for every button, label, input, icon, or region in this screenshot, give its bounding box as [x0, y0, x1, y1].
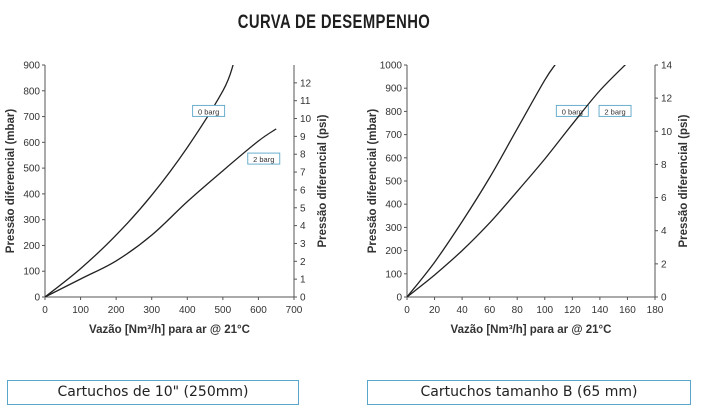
chart1-y-tick-label-right: 12: [300, 78, 312, 89]
chart1-y-tick-label-right: 11: [300, 96, 311, 107]
chart1-y-tick-label-left: 900: [23, 61, 40, 72]
chart2-y-tick-label-left: 700: [385, 130, 402, 141]
chart2-y-tick-label-left: 1000: [380, 61, 403, 72]
chart2-x-tick-label: 160: [619, 305, 636, 316]
chart2-series-line-2-barg: [407, 65, 627, 297]
chart1-y-tick-label-right: 3: [300, 239, 306, 250]
chart1-y-tick-label-left: 600: [23, 138, 40, 149]
chart2-x-tick-label: 140: [592, 305, 609, 316]
chart2-x-tick-label: 40: [457, 305, 469, 316]
chart2-y-tick-label-right: 12: [661, 94, 673, 105]
chart1-y-tick-label-right: 4: [300, 221, 306, 232]
chart2-series-label-0-barg: 0 barg: [562, 107, 583, 116]
chart1-x-tick-label: 300: [143, 305, 160, 316]
chart2-y-tick-label-left: 500: [385, 177, 402, 188]
chart2-x-tick-label: 20: [429, 305, 441, 316]
chart1-y-tick-label-right: 9: [300, 132, 306, 143]
chart2-y-tick-label-left: 800: [385, 107, 402, 118]
chart2-y-tick-label-right: 6: [661, 193, 667, 204]
chart2-series-label-2-barg: 2 barg: [604, 107, 625, 116]
chart2-x-tick-label: 180: [647, 305, 664, 316]
chart1-x-tick-label: 700: [286, 305, 303, 316]
chart1-x-tick-label: 500: [215, 305, 232, 316]
chart1-x-axis-title: Vazão [Nm³/h] para ar @ 21°C: [89, 324, 250, 336]
chart1-x-tick-label: 100: [72, 305, 89, 316]
chart1-y-tick-label-right: 5: [300, 203, 306, 214]
chart2-y-tick-label-right: 0: [661, 293, 667, 304]
chart1-y-tick-label-right: 6: [300, 185, 306, 196]
chart2-x-tick-label: 60: [484, 305, 496, 316]
chart1-series-label-box: [192, 104, 226, 117]
chart1-y-tick-label-left: 400: [23, 189, 40, 200]
chart2-y-tick-label-right: 14: [661, 61, 673, 72]
chart1-x-tick-label: 0: [42, 305, 48, 316]
chart2-y-tick-label-left: 100: [385, 269, 402, 280]
chart1-y-tick-label-left: 0: [34, 293, 40, 304]
chart1-y-tick-label-right: 7: [300, 168, 306, 179]
chart2-y-tick-label-left: 300: [385, 223, 402, 234]
chart2-y-tick-label-right: 2: [661, 259, 667, 270]
chart2-x-tick-label: 100: [536, 305, 553, 316]
chart1-y-tick-label-right: 1: [300, 275, 306, 286]
chart2-y-tick-label-right: 8: [661, 160, 667, 171]
chart2-y-tick-label-right: 4: [661, 226, 667, 237]
chart1-y-tick-label-left: 200: [23, 241, 40, 252]
chart1-y-tick-label-left: 100: [23, 267, 40, 278]
chart1-series-label-2-barg: 2 barg: [253, 155, 274, 164]
chart1-y-tick-label-left: 300: [23, 215, 40, 226]
chart1-y-tick-label-left: 700: [23, 112, 40, 123]
chart2-series-line-0-barg: [407, 65, 556, 297]
caption-left-chart: Cartuchos de 10" (250mm): [7, 380, 299, 405]
chart2-x-axis-title: Vazão [Nm³/h] para ar @ 21°C: [451, 324, 612, 336]
page-title: CURVA DE DESEMPENHO: [237, 12, 431, 33]
chart2-y-tick-label-left: 200: [385, 246, 402, 257]
chart2-y-tick-label-left: 400: [385, 200, 402, 211]
chart1-y-tick-label-right: 8: [300, 150, 306, 161]
chart1-series-line-2-barg: [45, 128, 277, 297]
chart1-x-tick-label: 600: [250, 305, 267, 316]
chart1-y-tick-label-right: 2: [300, 257, 306, 268]
chart1-series-label-box: [247, 152, 281, 165]
chart2-y-axis-title-left: Pressão diferencial (mbar): [367, 109, 379, 254]
chart2-y-tick-label-left: 0: [396, 293, 402, 304]
caption-right-chart: Cartuchos tamanho B (65 mm): [367, 380, 691, 405]
chart2-x-tick-label: 0: [404, 305, 410, 316]
chart1-x-tick-label: 200: [108, 305, 125, 316]
chart1-series-line-0-barg: [45, 65, 234, 297]
chart2-y-axis-title-right: Pressão diferencial (psi): [678, 114, 690, 247]
chart2-series-label-box: [555, 104, 589, 117]
chart1-y-tick-label-left: 800: [23, 86, 40, 97]
chart2-series-label-box: [598, 104, 632, 117]
chart2-x-tick-label: 120: [564, 305, 581, 316]
chart1-series-label-0-barg: 0 barg: [198, 107, 219, 116]
chart1-x-tick-label: 400: [179, 305, 196, 316]
chart2-y-tick-label-left: 600: [385, 153, 402, 164]
chart1-y-tick-label-left: 500: [23, 164, 40, 175]
chart1-y-tick-label-right: 0: [300, 293, 306, 304]
chart2-y-tick-label-right: 10: [661, 127, 673, 138]
chart1-y-axis-title-right: Pressão diferencial (psi): [317, 114, 329, 247]
chart1-y-tick-label-right: 10: [300, 114, 312, 125]
chart2-y-tick-label-left: 900: [385, 84, 402, 95]
chart1-y-axis-title-left: Pressão diferencial (mbar): [5, 109, 17, 254]
chart2-x-tick-label: 80: [512, 305, 524, 316]
